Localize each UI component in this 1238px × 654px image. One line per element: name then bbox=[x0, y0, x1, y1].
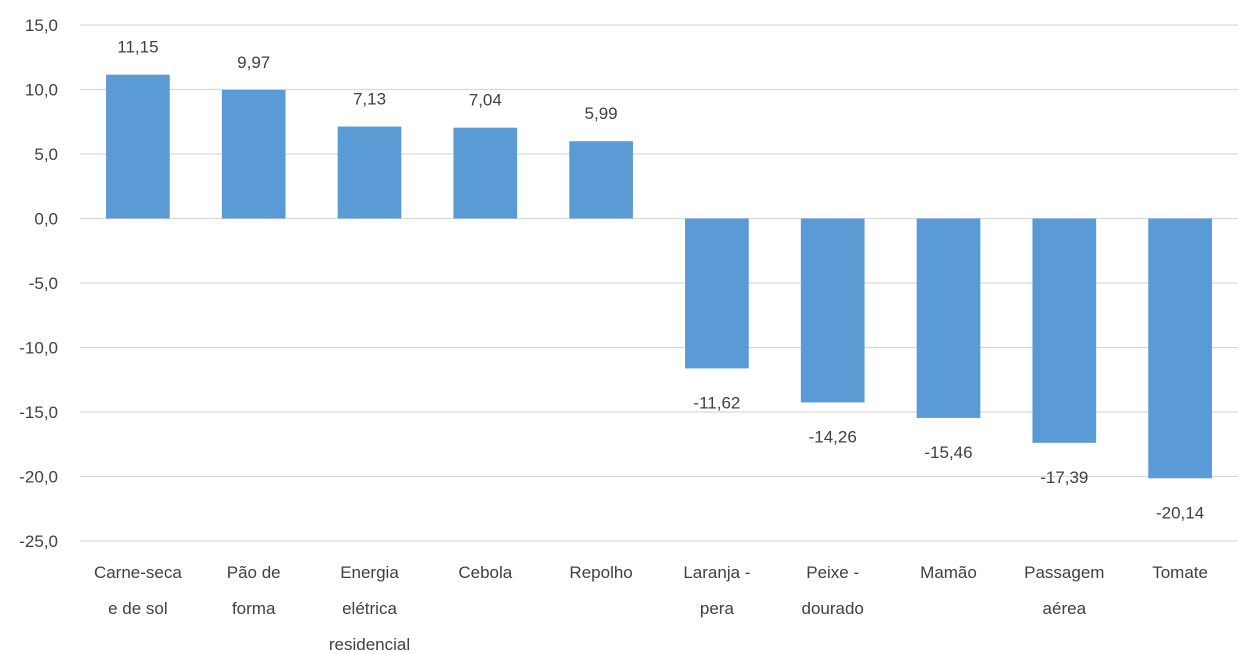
y-tick-label: -10,0 bbox=[19, 339, 58, 358]
data-label: 7,13 bbox=[353, 90, 386, 109]
x-axis-categories: Carne-seca e de sol Pão de forma Energia elét… bbox=[94, 563, 1208, 654]
data-label: -20,14 bbox=[1156, 503, 1204, 522]
category-label: Passagem bbox=[1024, 563, 1104, 582]
data-label: -17,39 bbox=[1040, 468, 1088, 487]
y-tick-label: -15,0 bbox=[19, 403, 58, 422]
category-label: residencial bbox=[329, 635, 410, 654]
data-label: 7,04 bbox=[469, 91, 502, 110]
category-label: elétrica bbox=[342, 599, 397, 618]
y-tick-label: -5,0 bbox=[29, 274, 58, 293]
bar bbox=[221, 89, 286, 219]
data-label: -11,62 bbox=[693, 393, 740, 412]
category-label: Carne-seca bbox=[94, 563, 182, 582]
category-label: e de sol bbox=[108, 599, 168, 618]
category-label: pera bbox=[700, 599, 735, 618]
data-label: 5,99 bbox=[585, 104, 618, 123]
data-label: 11,15 bbox=[117, 38, 158, 57]
category-label: Tomate bbox=[1152, 563, 1208, 582]
category-label: Repolho bbox=[569, 563, 632, 582]
y-tick-label: 5,0 bbox=[34, 145, 58, 164]
category-label: dourado bbox=[802, 599, 864, 618]
category-label: Pão de bbox=[227, 563, 281, 582]
y-tick-label: -25,0 bbox=[19, 532, 58, 551]
bar bbox=[453, 127, 518, 219]
bar bbox=[1032, 218, 1097, 443]
category-label: forma bbox=[232, 599, 276, 618]
bars bbox=[106, 74, 1212, 479]
bar bbox=[337, 126, 402, 219]
y-tick-label: 15,0 bbox=[25, 16, 58, 35]
data-label: -14,26 bbox=[809, 427, 857, 446]
y-tick-label: 0,0 bbox=[34, 210, 58, 229]
category-label: Peixe - bbox=[806, 563, 859, 582]
bar bbox=[916, 218, 981, 418]
data-label: 9,97 bbox=[237, 53, 270, 72]
data-labels: 11,15 9,97 7,13 7,04 5,99 -11,62 -14,26 -15,46 -… bbox=[117, 38, 1204, 523]
category-label: aérea bbox=[1043, 599, 1087, 618]
category-label: Mamão bbox=[920, 563, 977, 582]
y-axis: 15,0 10,0 5,0 0,0 -5,0 -10,0 -15,0 -20,0 -25,0 bbox=[19, 16, 58, 551]
y-tick-label: -20,0 bbox=[19, 468, 58, 487]
category-label: Cebola bbox=[458, 563, 512, 582]
bar bbox=[685, 218, 749, 369]
bar bbox=[800, 218, 865, 403]
bar bbox=[569, 141, 633, 219]
bar bbox=[106, 74, 170, 219]
data-label: -15,46 bbox=[924, 443, 972, 462]
y-tick-label: 10,0 bbox=[25, 81, 58, 100]
bar bbox=[1148, 218, 1212, 479]
category-label: Laranja - bbox=[683, 563, 750, 582]
category-label: Energia bbox=[340, 563, 399, 582]
